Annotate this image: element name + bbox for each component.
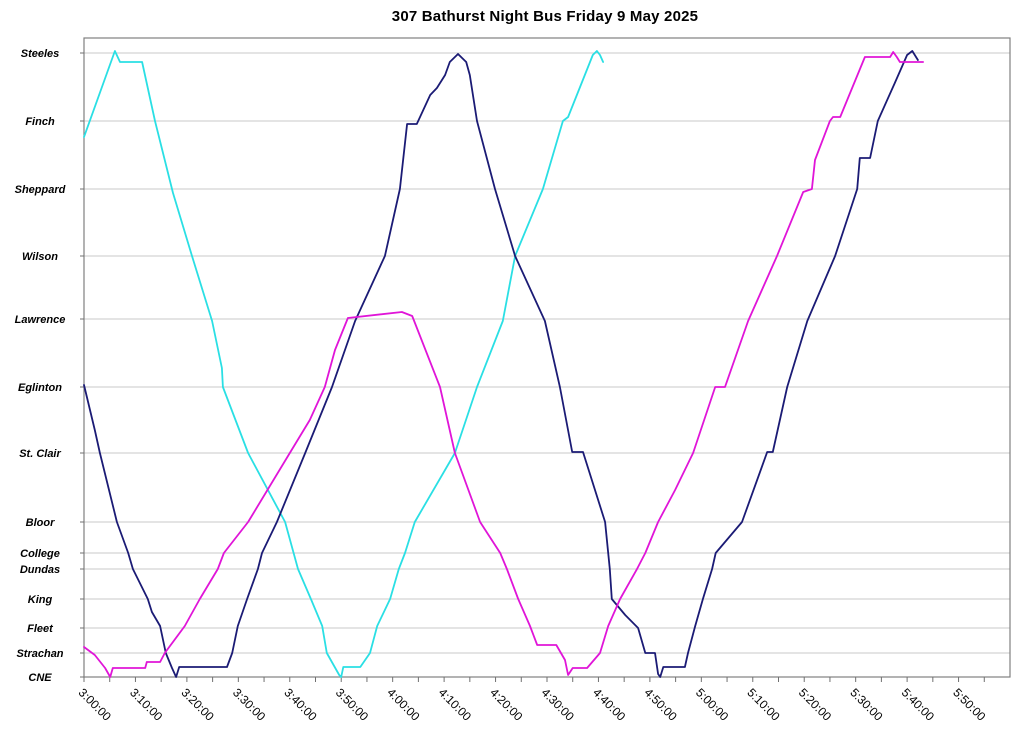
station-label-steeles: Steeles: [21, 48, 60, 60]
series-bus-2-navy: [83, 50, 919, 678]
time-label: 3:50:00: [333, 685, 371, 723]
station-label-dundas: Dundas: [20, 564, 60, 576]
station-label-bloor: Bloor: [26, 517, 55, 529]
time-label: 5:10:00: [744, 685, 782, 723]
time-label: 5:50:00: [950, 685, 988, 723]
station-label-cne: CNE: [28, 672, 52, 684]
gridlines: [84, 52, 1010, 654]
station-label-fleet: Fleet: [27, 623, 54, 635]
time-label: 5:20:00: [796, 685, 834, 723]
time-label: 5:00:00: [693, 685, 731, 723]
time-label: 4:40:00: [590, 685, 628, 723]
station-label-eglinton: Eglinton: [18, 382, 62, 394]
station-label-college: College: [20, 548, 60, 560]
y-axis-labels: Steeles Finch Sheppard Wilson Lawrence Eglint…: [15, 48, 84, 684]
station-label-wilson: Wilson: [22, 251, 58, 263]
time-label: 4:20:00: [487, 685, 525, 723]
time-label: 3:30:00: [230, 685, 268, 723]
series-bus-1-cyan: [83, 50, 604, 678]
time-label: 4:30:00: [539, 685, 577, 723]
time-label: 4:10:00: [436, 685, 474, 723]
station-label-strachan: Strachan: [16, 648, 63, 660]
series-bus-3-magenta: [83, 51, 924, 678]
time-label: 4:00:00: [384, 685, 422, 723]
station-label-stclair: St. Clair: [19, 448, 61, 460]
station-label-lawrence: Lawrence: [15, 314, 66, 326]
time-label: 3:10:00: [127, 685, 165, 723]
station-label-king: King: [28, 594, 53, 606]
time-label: 3:20:00: [179, 685, 217, 723]
station-label-finch: Finch: [25, 116, 55, 128]
time-label: 3:00:00: [76, 685, 114, 723]
chart-title: 307 Bathurst Night Bus Friday 9 May 2025: [391, 8, 699, 25]
time-label: 3:40:00: [281, 685, 319, 723]
time-label: 5:30:00: [847, 685, 885, 723]
time-label: 5:40:00: [899, 685, 937, 723]
plot-border: [83, 37, 1011, 678]
time-label: 4:50:00: [642, 685, 680, 723]
x-axis: 3:00:00 3:10:00 3:20:00 3:30:00 3:40:00 3:50:…: [76, 677, 989, 724]
station-label-sheppard: Sheppard: [15, 184, 66, 196]
